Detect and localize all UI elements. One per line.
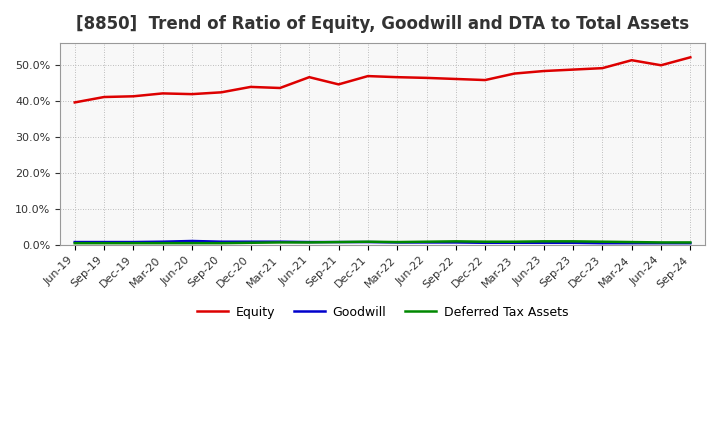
Equity (305, 74, 314, 80)
Goodwill (451, 240, 460, 245)
Deferred Tax Assets (158, 241, 167, 246)
Deferred Tax Assets (510, 239, 519, 244)
Goodwill (246, 239, 255, 244)
Deferred Tax Assets (305, 240, 314, 245)
Goodwill (598, 241, 607, 246)
Goodwill (305, 239, 314, 245)
Deferred Tax Assets (686, 240, 695, 245)
Goodwill (627, 241, 636, 246)
Equity (129, 94, 138, 99)
Goodwill (686, 241, 695, 246)
Deferred Tax Assets (188, 241, 197, 246)
Deferred Tax Assets (334, 239, 343, 245)
Equity (686, 55, 695, 60)
Deferred Tax Assets (569, 239, 577, 244)
Equity (393, 74, 402, 80)
Equity (246, 84, 255, 90)
Line: Goodwill: Goodwill (75, 241, 690, 243)
Equity (364, 73, 372, 79)
Goodwill (188, 238, 197, 244)
Deferred Tax Assets (481, 239, 490, 244)
Goodwill (393, 240, 402, 245)
Equity (539, 68, 548, 73)
Equity (481, 77, 490, 83)
Deferred Tax Assets (393, 239, 402, 245)
Equity (451, 76, 460, 81)
Deferred Tax Assets (276, 240, 284, 245)
Goodwill (422, 240, 431, 245)
Goodwill (657, 241, 665, 246)
Deferred Tax Assets (217, 241, 225, 246)
Goodwill (334, 239, 343, 245)
Equity (71, 100, 79, 105)
Deferred Tax Assets (539, 239, 548, 244)
Legend: Equity, Goodwill, Deferred Tax Assets: Equity, Goodwill, Deferred Tax Assets (192, 301, 573, 323)
Deferred Tax Assets (627, 239, 636, 245)
Deferred Tax Assets (422, 239, 431, 244)
Equity (598, 66, 607, 71)
Title: [8850]  Trend of Ratio of Equity, Goodwill and DTA to Total Assets: [8850] Trend of Ratio of Equity, Goodwil… (76, 15, 689, 33)
Deferred Tax Assets (451, 239, 460, 244)
Goodwill (217, 239, 225, 244)
Deferred Tax Assets (598, 239, 607, 244)
Deferred Tax Assets (657, 240, 665, 245)
Equity (569, 67, 577, 72)
Equity (158, 91, 167, 96)
Equity (217, 90, 225, 95)
Equity (657, 62, 665, 68)
Deferred Tax Assets (129, 241, 138, 246)
Line: Deferred Tax Assets: Deferred Tax Assets (75, 242, 690, 243)
Equity (188, 92, 197, 97)
Goodwill (129, 239, 138, 245)
Goodwill (364, 239, 372, 245)
Equity (276, 85, 284, 91)
Deferred Tax Assets (71, 241, 79, 246)
Goodwill (510, 240, 519, 246)
Goodwill (158, 239, 167, 244)
Goodwill (100, 239, 109, 245)
Goodwill (481, 240, 490, 246)
Goodwill (539, 240, 548, 246)
Goodwill (71, 239, 79, 245)
Equity (100, 94, 109, 99)
Deferred Tax Assets (364, 239, 372, 244)
Equity (422, 75, 431, 81)
Equity (334, 82, 343, 87)
Goodwill (569, 240, 577, 246)
Deferred Tax Assets (100, 241, 109, 246)
Equity (510, 71, 519, 76)
Deferred Tax Assets (246, 240, 255, 246)
Goodwill (276, 239, 284, 244)
Line: Equity: Equity (75, 57, 690, 103)
Equity (627, 58, 636, 63)
